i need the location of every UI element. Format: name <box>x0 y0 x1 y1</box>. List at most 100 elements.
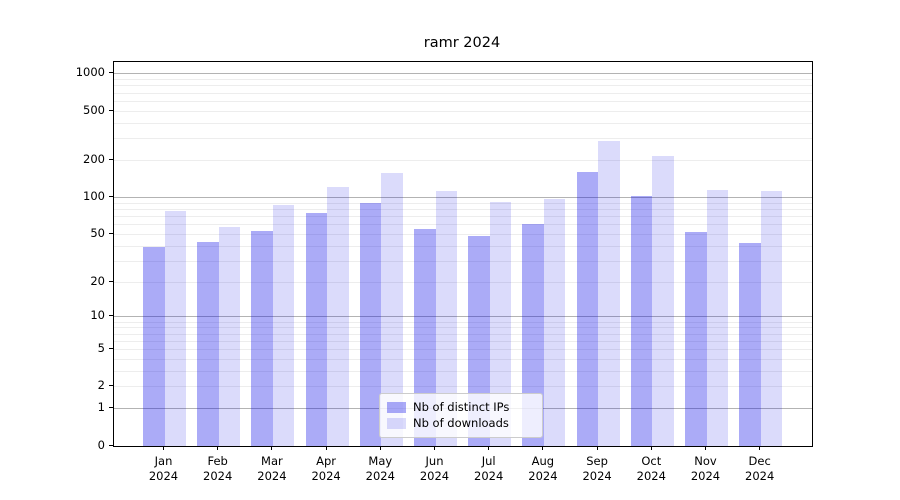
x-tick-mark <box>488 446 490 450</box>
gridline-minor <box>114 370 812 372</box>
gridline-minor <box>114 245 812 247</box>
x-tick-mark <box>163 446 164 450</box>
x-tick-month: Feb <box>207 454 228 468</box>
bar-downloads <box>218 227 241 446</box>
x-tick-label: Jun 2024 <box>408 454 462 483</box>
x-tick-month: Aug <box>531 454 555 468</box>
bar-downloads <box>598 141 620 446</box>
gridline-major <box>114 196 812 198</box>
bar-distinct-ips <box>576 172 599 446</box>
x-tick-mark <box>325 446 327 450</box>
x-tick-year: 2024 <box>203 468 233 483</box>
legend-item-distinct-ips: Nb of distinct IPs <box>380 401 542 414</box>
x-tick-label: Jan 2024 <box>137 454 191 483</box>
legend: Nb of distinct IPs Nb of downloads <box>379 393 543 438</box>
x-tick-mark <box>596 446 598 450</box>
x-tick-year: 2024 <box>528 468 558 483</box>
x-tick-month: Sep <box>586 454 608 468</box>
x-tick-year: 2024 <box>474 468 504 483</box>
x-tick-year: 2024 <box>582 468 612 483</box>
y-tick-mark <box>109 72 113 74</box>
gridline-minor <box>114 159 812 161</box>
y-tick-mark <box>109 195 113 197</box>
gridline-major <box>114 73 812 75</box>
gridline-minor <box>114 138 812 140</box>
x-tick-label: May 2024 <box>353 454 407 483</box>
gridline-minor <box>114 122 812 124</box>
y-tick-label: 5 <box>97 341 105 355</box>
x-tick-label: Feb 2024 <box>191 454 245 483</box>
y-tick-mark <box>109 385 113 387</box>
x-tick-mark <box>542 446 544 450</box>
bar-distinct-ips <box>630 196 653 446</box>
y-tick-mark <box>109 158 113 160</box>
bar-distinct-ips <box>305 212 328 446</box>
x-tick-label: Nov 2024 <box>679 454 733 483</box>
x-tick-label: Dec 2024 <box>733 454 787 483</box>
x-tick-year: 2024 <box>636 468 666 483</box>
y-tick-mark <box>109 109 113 111</box>
x-tick-month: Mar <box>261 454 283 468</box>
gridline-minor <box>114 327 812 329</box>
gridline-minor <box>114 100 812 102</box>
x-tick-month: Jun <box>425 454 444 468</box>
gridline-minor <box>114 85 812 87</box>
x-tick-label: Mar 2024 <box>245 454 299 483</box>
bar-distinct-ips <box>197 242 219 446</box>
x-tick-year: 2024 <box>311 468 341 483</box>
y-tick-label: 1000 <box>75 65 105 80</box>
gridline-minor <box>114 260 812 262</box>
y-tick-label: 100 <box>83 188 105 203</box>
gridline-minor <box>114 79 812 81</box>
gridline-major <box>114 316 812 318</box>
x-tick-label: Sep 2024 <box>570 454 624 483</box>
gridline-minor <box>114 358 812 360</box>
x-tick-year: 2024 <box>745 468 775 483</box>
y-tick-label: 0 <box>97 437 105 452</box>
y-tick-mark <box>109 280 113 282</box>
x-tick-label: Jul 2024 <box>462 454 516 483</box>
x-tick-month: Dec <box>748 454 771 468</box>
y-tick-label: 200 <box>83 151 105 166</box>
y-tick-mark <box>109 444 113 446</box>
bar-distinct-ips <box>414 229 436 446</box>
y-tick-mark <box>109 232 113 234</box>
y-tick-mark <box>109 348 113 349</box>
x-tick-month: May <box>368 454 393 468</box>
x-tick-month: Jan <box>154 454 173 468</box>
y-tick-label: 1 <box>97 400 105 415</box>
bar-distinct-ips <box>522 223 544 446</box>
x-tick-mark <box>759 446 761 450</box>
y-tick-label: 50 <box>90 225 105 240</box>
x-tick-year: 2024 <box>419 468 450 483</box>
bar-downloads <box>760 190 783 446</box>
legend-swatch-downloads <box>387 418 406 429</box>
bar-downloads <box>706 190 728 446</box>
x-tick-year: 2024 <box>148 468 179 483</box>
x-tick-label: Aug 2024 <box>516 454 570 483</box>
x-tick-year: 2024 <box>257 468 287 483</box>
bar-downloads <box>543 198 566 446</box>
x-tick-label: Oct 2024 <box>624 454 678 483</box>
x-tick-year: 2024 <box>365 468 395 483</box>
gridline-minor <box>114 92 812 94</box>
bar-distinct-ips <box>251 231 273 446</box>
y-tick-label: 500 <box>83 102 105 117</box>
bar-distinct-ips <box>685 232 707 446</box>
y-tick-label: 10 <box>90 308 105 323</box>
bar-distinct-ips <box>359 203 382 446</box>
y-tick-label: 20 <box>90 273 105 288</box>
x-tick-mark <box>705 446 706 450</box>
x-tick-mark <box>650 446 652 450</box>
x-tick-mark <box>434 446 435 450</box>
bar-downloads <box>381 173 403 446</box>
gridline-minor <box>114 233 812 235</box>
bar-downloads <box>489 201 512 446</box>
x-tick-month: Apr <box>316 454 337 468</box>
gridline-minor <box>114 224 812 226</box>
y-tick-label: 2 <box>97 378 105 393</box>
legend-label-downloads: Nb of downloads <box>413 416 509 430</box>
y-tick-mark <box>109 315 113 317</box>
gridline-minor <box>114 349 812 350</box>
